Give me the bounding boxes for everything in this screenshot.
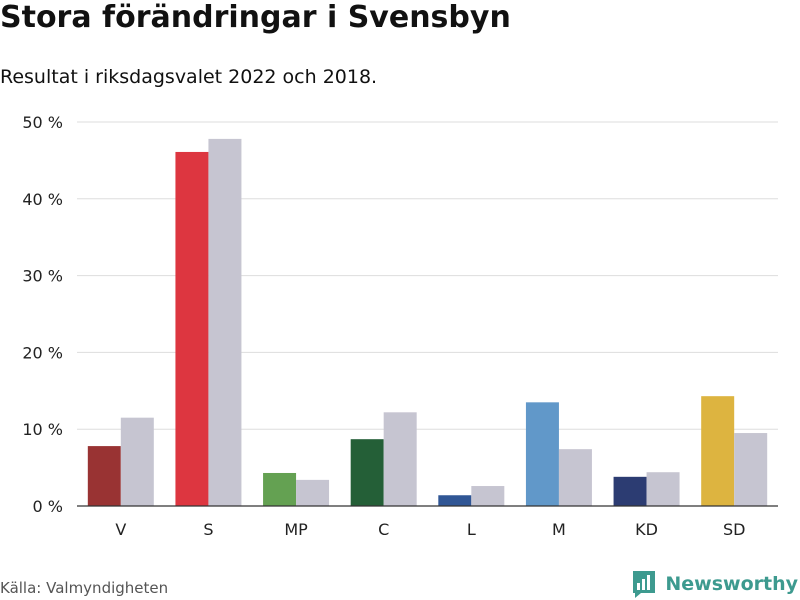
x-tick-label: MP	[284, 520, 308, 539]
bar-2018-c	[383, 412, 417, 506]
x-tick-label: L	[467, 520, 476, 539]
bar-2018-s	[208, 138, 242, 506]
y-tick-label: 0 %	[33, 497, 63, 516]
bar-2022-v	[87, 446, 121, 506]
bar-2018-mp	[296, 479, 330, 506]
x-tick-label: SD	[723, 520, 745, 539]
bar-2022-c	[350, 439, 384, 506]
y-axis-tick-labels: 0 % 10 % 20 % 30 % 40 % 50 %	[22, 113, 63, 516]
y-tick-label: 10 %	[22, 420, 63, 439]
x-tick-label: C	[378, 520, 389, 539]
bar-2022-mp	[263, 472, 297, 506]
x-tick-label: KD	[635, 520, 658, 539]
bar-2022-s	[175, 151, 209, 506]
x-tick-label: S	[203, 520, 213, 539]
bar-2022-sd	[701, 396, 735, 506]
bar-2022-l	[438, 495, 472, 506]
y-tick-label: 20 %	[22, 343, 63, 362]
x-tick-label: V	[115, 520, 126, 539]
chart-subtitle: Resultat i riksdagsvalet 2022 och 2018.	[0, 66, 378, 88]
chart-bubble-icon	[633, 571, 656, 598]
y-tick-label: 30 %	[22, 267, 63, 286]
bars	[87, 138, 768, 506]
bar-2018-kd	[646, 472, 680, 506]
bar-2018-sd	[734, 433, 768, 506]
bar-2018-m	[558, 449, 592, 506]
x-tick-label: M	[552, 520, 566, 539]
bar-2022-kd	[613, 476, 647, 506]
y-tick-label: 40 %	[22, 190, 63, 209]
brand-name: Newsworthy	[665, 573, 798, 595]
x-axis-tick-labels: V S MP C L M KD SD	[115, 520, 745, 539]
chart-title: Stora förändringar i Svensbyn	[0, 0, 511, 35]
bar-2018-v	[120, 417, 154, 506]
bar-2018-l	[471, 486, 505, 506]
y-tick-label: 50 %	[22, 113, 63, 132]
source-note: Källa: Valmyndigheten	[0, 579, 169, 597]
newsworthy-logo: Newsworthy	[631, 568, 798, 600]
bar-2022-m	[525, 402, 559, 506]
